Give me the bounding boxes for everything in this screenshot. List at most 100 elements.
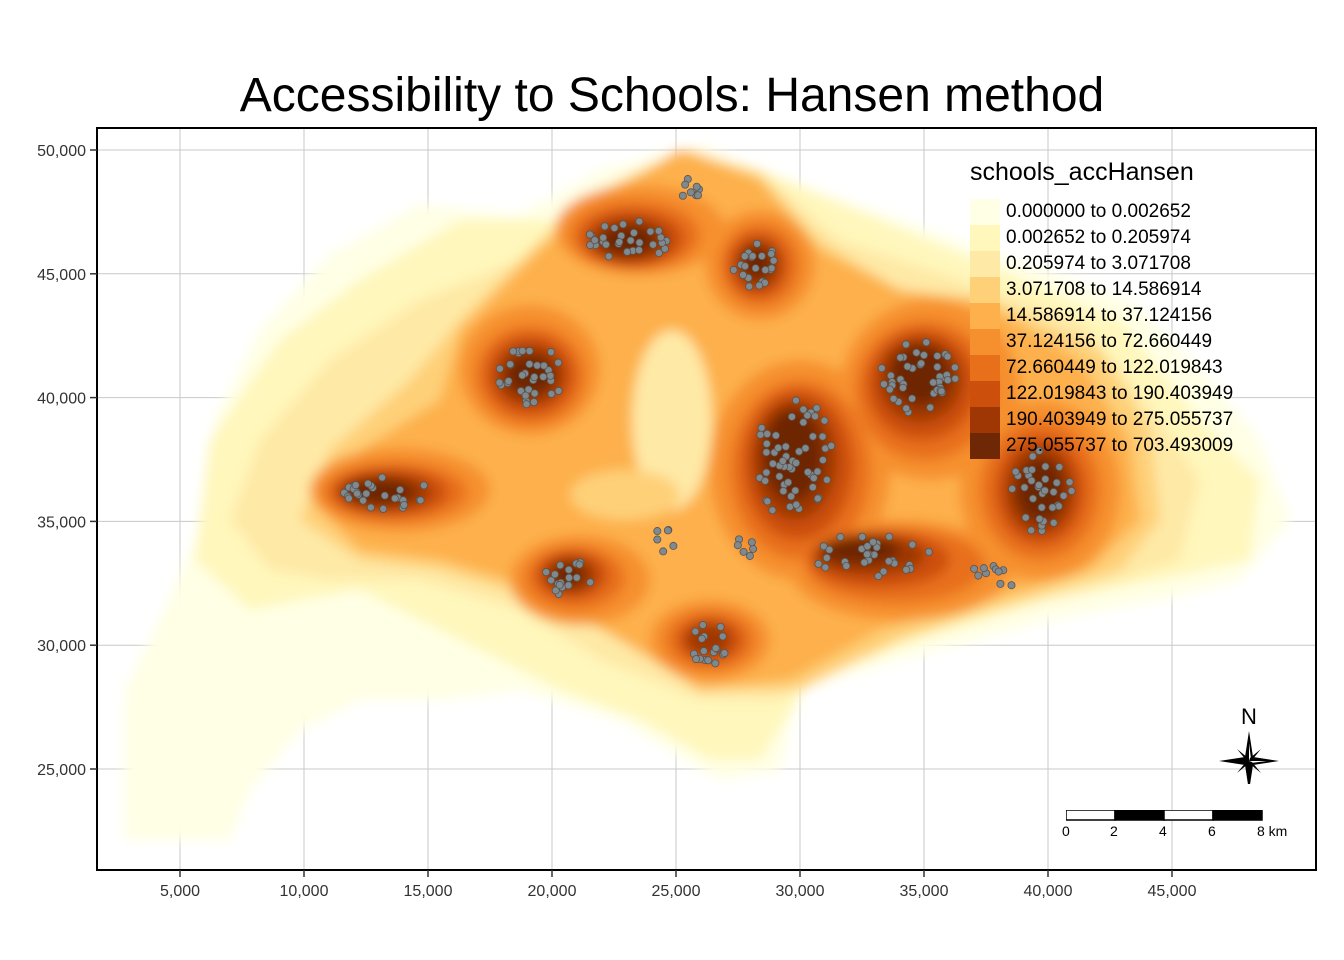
- school-point: [751, 264, 760, 273]
- legend-entry: 0.002652 to 0.205974: [970, 225, 1233, 251]
- school-point: [649, 240, 658, 249]
- school-point: [745, 551, 754, 560]
- accessibility-zone: [632, 330, 712, 510]
- school-point: [1067, 486, 1076, 495]
- school-points: [340, 175, 1076, 668]
- school-point: [547, 576, 556, 585]
- school-point: [366, 503, 375, 512]
- school-point: [351, 481, 360, 490]
- legend-entries: 0.000000 to 0.002652 0.002652 to 0.205974…: [970, 199, 1233, 459]
- north-arrow: N: [1214, 704, 1284, 784]
- school-point: [1040, 486, 1049, 495]
- school-point: [654, 249, 663, 258]
- school-point: [813, 467, 822, 476]
- school-point: [1035, 446, 1044, 455]
- school-point: [755, 281, 764, 290]
- scale-bar: 0 2 4 6 8 km: [1060, 808, 1320, 848]
- school-point: [761, 265, 770, 274]
- school-point: [1007, 581, 1016, 590]
- school-point: [380, 491, 389, 500]
- school-point: [416, 496, 425, 505]
- y-tick-label: 50,000: [37, 143, 86, 160]
- school-point: [733, 541, 742, 550]
- school-point: [791, 396, 800, 405]
- school-point: [711, 659, 720, 668]
- school-point: [745, 282, 754, 291]
- legend-label: 190.403949 to 275.055737: [1006, 409, 1234, 430]
- school-point: [1049, 518, 1058, 527]
- school-point: [884, 557, 893, 566]
- school-point: [896, 353, 905, 362]
- school-point: [781, 442, 790, 451]
- x-tick-label: 25,000: [652, 883, 701, 900]
- school-point: [863, 542, 872, 551]
- school-point: [1020, 483, 1029, 492]
- school-point: [586, 578, 595, 587]
- legend-label: 37.124156 to 72.660449: [1006, 331, 1213, 352]
- school-point: [602, 240, 611, 249]
- school-point: [1034, 481, 1043, 490]
- school-point: [509, 347, 518, 356]
- school-point: [908, 394, 917, 403]
- school-point: [599, 233, 608, 242]
- school-point: [996, 579, 1005, 588]
- school-point: [1021, 513, 1030, 522]
- x-tick-label: 35,000: [900, 883, 949, 900]
- school-point: [656, 233, 665, 242]
- map-title: Accessibility to Schools: Hansen method: [239, 69, 1105, 122]
- school-point: [522, 400, 531, 409]
- school-point: [547, 348, 556, 357]
- school-point: [554, 386, 563, 395]
- school-point: [626, 236, 635, 245]
- school-point: [396, 485, 405, 494]
- school-point: [1035, 514, 1044, 523]
- legend-entry: 72.660449 to 122.019843: [970, 355, 1233, 381]
- y-tick-label: 30,000: [37, 638, 86, 655]
- school-point: [1049, 488, 1058, 497]
- school-point: [768, 506, 777, 515]
- school-point: [836, 532, 845, 541]
- school-point: [740, 252, 749, 261]
- school-point: [924, 547, 933, 556]
- school-point: [692, 655, 701, 664]
- school-point: [678, 191, 687, 200]
- school-point: [919, 351, 928, 360]
- school-point: [1011, 467, 1020, 476]
- school-point: [359, 496, 368, 505]
- school-point: [756, 430, 765, 439]
- school-point: [818, 456, 827, 465]
- school-point: [994, 567, 1003, 576]
- school-point: [344, 494, 353, 503]
- school-point: [814, 559, 823, 568]
- school-point: [767, 249, 776, 258]
- school-point: [922, 338, 931, 347]
- school-point: [590, 236, 599, 245]
- school-point: [908, 540, 917, 549]
- school-point: [813, 494, 822, 503]
- legend-label: 122.019843 to 190.403949: [1006, 383, 1234, 404]
- school-point: [686, 188, 695, 197]
- school-point: [822, 553, 831, 562]
- school-point: [585, 230, 594, 239]
- school-point: [699, 647, 708, 656]
- school-point: [669, 541, 678, 550]
- x-tick-label: 10,000: [280, 883, 329, 900]
- school-point: [943, 376, 952, 385]
- legend-swatch: [970, 251, 1000, 277]
- legend-entry: 14.586914 to 37.124156: [970, 303, 1233, 329]
- school-point: [799, 405, 808, 414]
- legend-swatch: [970, 329, 1000, 355]
- school-point: [747, 538, 756, 547]
- school-point: [808, 432, 817, 441]
- legend-title: schools_accHansen: [970, 158, 1194, 186]
- school-point: [729, 265, 738, 274]
- school-point: [1048, 503, 1057, 512]
- legend-label: 0.000000 to 0.002652: [1006, 201, 1191, 222]
- school-point: [974, 571, 983, 580]
- scale-label-0: 0: [1062, 823, 1070, 839]
- school-point: [353, 489, 362, 498]
- school-point: [629, 228, 638, 237]
- school-point: [902, 404, 911, 413]
- school-point: [757, 252, 766, 261]
- school-point: [903, 362, 912, 371]
